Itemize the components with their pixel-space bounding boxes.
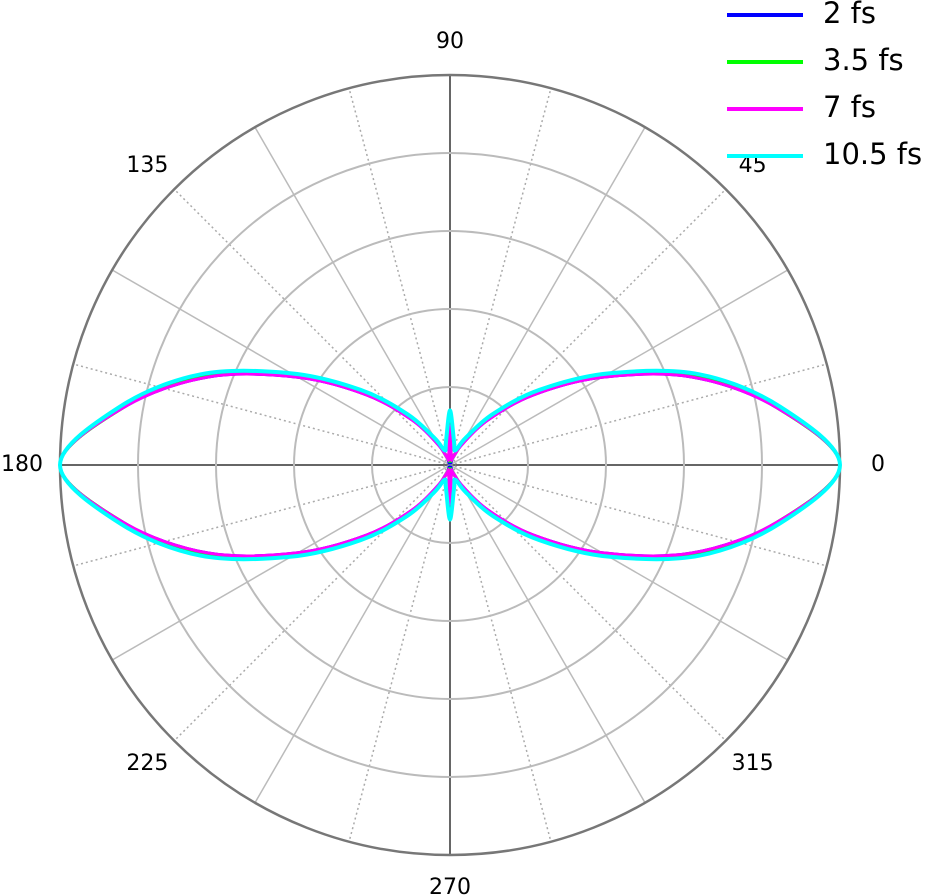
spoke: [449, 464, 646, 804]
spoke: [449, 188, 727, 466]
grid-circle: [293, 308, 607, 622]
spoke: [449, 363, 827, 466]
spoke: [111, 464, 451, 661]
spoke: [348, 88, 451, 466]
spoke: [173, 188, 451, 466]
spoke: [449, 464, 727, 742]
theta-tick-label: 90: [436, 29, 464, 54]
spoke: [254, 464, 451, 804]
spoke: [449, 464, 827, 567]
grid-circle: [215, 230, 685, 700]
theta-tick-label: 315: [732, 751, 774, 776]
theta-tick-label: 135: [126, 153, 168, 178]
spoke: [73, 464, 451, 567]
grid-circle: [371, 386, 529, 544]
legend-label: 10.5 fs: [823, 137, 922, 171]
theta-tick-label: 225: [126, 751, 168, 776]
spoke: [449, 464, 552, 842]
series-line: [57, 368, 842, 562]
spoke: [254, 126, 451, 466]
spoke: [449, 464, 789, 661]
spoke: [348, 464, 451, 842]
grid-circle: [137, 152, 763, 778]
spoke: [449, 126, 646, 466]
spoke: [73, 363, 451, 466]
legend-label: 7 fs: [823, 90, 876, 124]
theta-tick-label: 270: [429, 875, 471, 896]
theta-tick-label: 180: [1, 452, 43, 477]
legend-label: 3.5 fs: [823, 43, 904, 77]
spoke: [111, 269, 451, 466]
spoke: [449, 269, 789, 466]
theta-tick-label: 0: [871, 452, 885, 477]
spoke: [173, 464, 451, 742]
legend-label: 2 fs: [823, 0, 876, 30]
spoke: [449, 88, 552, 466]
